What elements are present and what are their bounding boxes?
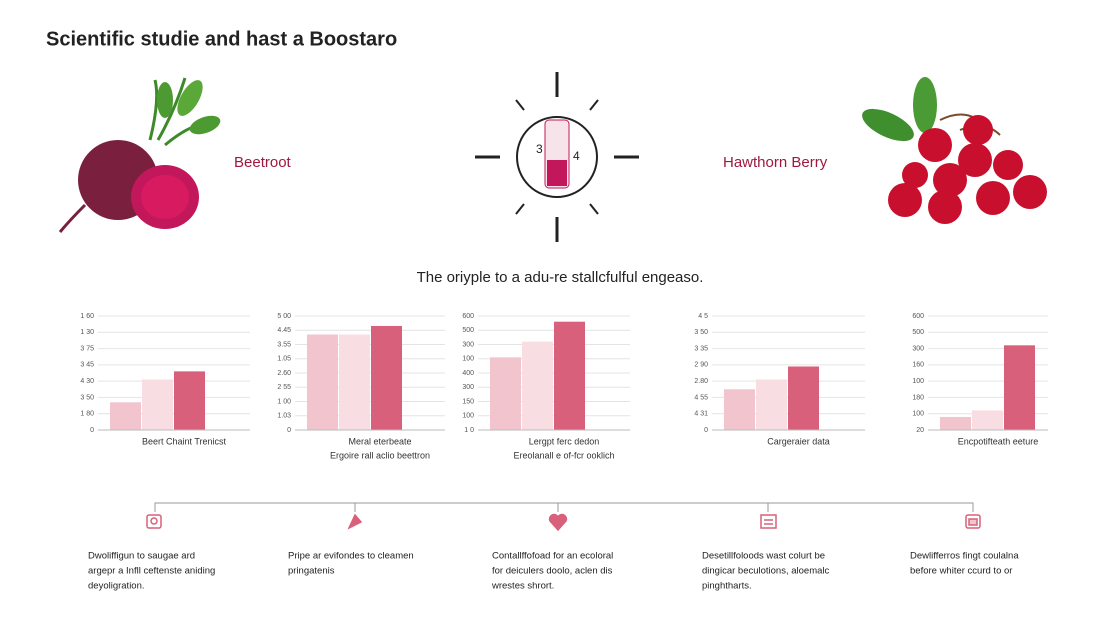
y-tick-label: 600: [462, 313, 474, 320]
feature-icons: [146, 513, 981, 532]
y-tick-label: 2.80: [694, 378, 708, 385]
feature-text: Dwoliffigun to saugae ard: [88, 551, 195, 562]
y-tick-label: 500: [912, 329, 924, 336]
y-tick-label: 1.05: [277, 356, 291, 363]
feature-text: before whiter ccurd to or: [910, 566, 1012, 577]
y-tick-label: 100: [912, 378, 924, 385]
feature-text: Contallffofoad for an ecoloral: [492, 551, 613, 562]
bar: [788, 366, 819, 430]
y-tick-label: 1 0: [464, 427, 474, 434]
feature-text: Desetillfoloods wast colurt be: [702, 551, 825, 562]
bar: [339, 334, 370, 430]
y-tick-label: 180: [912, 394, 924, 401]
y-tick-label: 3 50: [694, 329, 708, 336]
bar: [522, 341, 553, 430]
bar: [554, 321, 585, 430]
feature-text: Dewlifferros fingt coulalna: [910, 551, 1019, 562]
chart-caption: Lergpt ferc dedon: [529, 436, 600, 446]
ingredient-label: Beetroot: [234, 154, 292, 171]
feature-text: for deiculers doolo, aclen dis: [492, 566, 613, 577]
y-tick-label: 300: [912, 345, 924, 352]
icon-number: 4: [573, 149, 580, 163]
y-tick-label: 4 31: [694, 411, 708, 418]
y-tick-label: 3.55: [277, 341, 291, 348]
feature-text: Pripe ar evifondes to cleamen: [288, 551, 414, 562]
y-tick-label: 150: [462, 398, 474, 405]
y-tick-label: 3 50: [80, 394, 94, 401]
bar: [972, 410, 1003, 430]
y-tick-label: 2 55: [277, 384, 291, 391]
feature-text: dingicar beculotions, aloemalc: [702, 566, 830, 577]
y-tick-label: 1.03: [277, 413, 291, 420]
bar: [724, 389, 755, 430]
y-tick-label: 300: [462, 341, 474, 348]
bar: [756, 379, 787, 430]
y-tick-label: 3 45: [80, 362, 94, 369]
feature-text: deyoligration.: [88, 581, 145, 592]
y-tick-label: 400: [462, 370, 474, 377]
bar: [142, 379, 173, 430]
feature-text: wrestes shrort.: [491, 581, 554, 592]
y-tick-label: 0: [90, 427, 94, 434]
hawthorn-illustration: [862, 77, 1047, 224]
chart-caption: Ereolanall e of-fcr ooklich: [513, 450, 614, 460]
bar: [371, 325, 402, 430]
title: Scientific studie and hast a Boostaro: [46, 28, 397, 50]
chart-caption: Encpotifteath eeture: [958, 436, 1039, 446]
chart-caption: Cargeraier data: [767, 436, 830, 446]
y-tick-label: 2 90: [694, 362, 708, 369]
y-tick-label: 160: [912, 362, 924, 369]
y-tick-label: 1 60: [80, 313, 94, 320]
y-tick-label: 600: [912, 313, 924, 320]
timeline: [154, 502, 974, 512]
bar: [110, 402, 141, 430]
y-tick-label: 3 35: [694, 345, 708, 352]
y-tick-label: 100: [462, 413, 474, 420]
y-tick-label: 300: [462, 384, 474, 391]
y-tick-label: 1 30: [80, 329, 94, 336]
y-tick-label: 5 00: [277, 313, 291, 320]
subtitle: The oriyple to a adu-re stallcfulful eng…: [417, 269, 704, 286]
y-tick-label: 0: [704, 427, 708, 434]
chart-caption: Meral eterbeate: [348, 436, 411, 446]
ingredient-label: Hawthorn Berry: [723, 154, 828, 171]
y-tick-label: 20: [916, 427, 924, 434]
bar: [490, 357, 521, 430]
y-tick-label: 0: [287, 427, 291, 434]
bar: [174, 371, 205, 430]
bar: [307, 334, 338, 430]
chart-caption: Ergoire rall aclio beettron: [330, 450, 430, 460]
y-tick-label: 100: [912, 411, 924, 418]
bar: [940, 416, 971, 430]
y-tick-label: 3 75: [80, 345, 94, 352]
y-tick-label: 4 55: [694, 394, 708, 401]
chart-caption: Beert Chaint Trenicst: [142, 436, 227, 446]
y-tick-label: 1 80: [80, 411, 94, 418]
icon-number: 3: [536, 142, 543, 156]
center-icon: [475, 72, 639, 242]
y-tick-label: 100: [462, 356, 474, 363]
y-tick-label: 2.60: [277, 370, 291, 377]
y-tick-label: 4 30: [80, 378, 94, 385]
beetroot-illustration: [58, 77, 221, 233]
y-tick-label: 500: [462, 327, 474, 334]
bar: [1004, 345, 1035, 430]
y-tick-label: 4 5: [698, 313, 708, 320]
feature-text: argepr a Infll ceftenste aniding: [88, 566, 215, 577]
feature-text: pringatenis: [288, 566, 335, 577]
y-tick-label: 1 00: [277, 398, 291, 405]
feature-text: pinghtharts.: [702, 581, 752, 592]
y-tick-label: 4.45: [277, 327, 291, 334]
